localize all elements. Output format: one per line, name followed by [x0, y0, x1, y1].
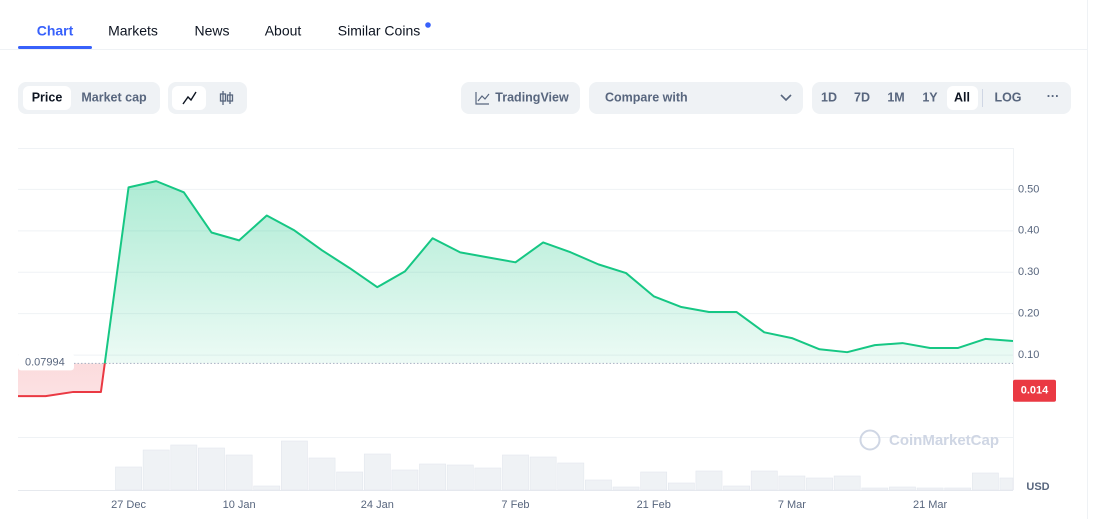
x-tick-label: 10 Jan: [223, 499, 256, 511]
y-tick-label: 0.30: [1018, 266, 1039, 278]
range-button[interactable]: All: [954, 90, 970, 104]
new-dot: [425, 22, 431, 28]
volume-bar: [336, 471, 364, 491]
tab[interactable]: Markets: [108, 23, 158, 39]
tab[interactable]: News: [194, 23, 229, 39]
tradingview-label: TradingView: [495, 90, 569, 104]
tab-underline: [18, 46, 92, 49]
watermark-text: CoinMarketCap: [889, 432, 999, 449]
volume-bar: [667, 482, 695, 491]
volume-bar: [446, 464, 474, 491]
reference-label-bg: [18, 353, 74, 371]
volume-bar: [419, 463, 446, 491]
volume-bar: [916, 487, 944, 491]
tv-icon: [477, 93, 490, 102]
volume-bar: [612, 486, 640, 491]
volume-bar: [474, 467, 502, 491]
volume-bar: [971, 472, 999, 491]
volume-bar: [750, 470, 778, 491]
volume-bar: [999, 477, 1014, 491]
x-tick-label: 21 Feb: [637, 499, 671, 511]
volume-bar: [529, 456, 557, 491]
x-tick-label: 27 Dec: [111, 499, 146, 511]
range-button[interactable]: 1M: [887, 90, 904, 104]
y-tick-label: 0.10: [1018, 349, 1039, 361]
volume-bar: [944, 487, 972, 491]
y-tick-label: 0.50: [1018, 183, 1039, 195]
x-tick-label: 21 Mar: [913, 499, 948, 511]
current-price-label: 0.014: [1021, 385, 1049, 397]
plot: 0.10 0.20 0.30 0.40 0.50 27 Dec 10 Jan 24 Jan 7 …: [18, 180, 1056, 511]
volume-bar: [640, 471, 668, 491]
volume-bar: [833, 475, 861, 491]
chevron: [780, 94, 792, 102]
volume-bar: [723, 485, 750, 491]
candle-icon[interactable]: [219, 91, 234, 105]
volume-bar: [391, 469, 419, 491]
x-tick-label: 24 Jan: [361, 499, 394, 511]
volume-bar: [170, 444, 198, 491]
tradingview-button[interactable]: [461, 82, 580, 114]
volume-bar: [502, 454, 529, 491]
y-unit: USD: [1026, 481, 1049, 493]
y-tick-label: 0.20: [1018, 308, 1039, 320]
metric-button[interactable]: Price: [32, 90, 63, 104]
volume-bar: [308, 457, 336, 491]
range-button[interactable]: 7D: [854, 90, 870, 104]
range-toggle: [812, 82, 1071, 114]
range-button[interactable]: 1Y: [922, 90, 938, 104]
log-button[interactable]: LOG: [994, 90, 1021, 104]
volume-bar: [806, 477, 833, 491]
volume-bar: [557, 462, 585, 491]
volume-bar: [695, 470, 723, 491]
volume-bar: [861, 487, 889, 491]
x-tick-label: 7 Feb: [501, 499, 529, 511]
volume-bar: [142, 449, 170, 491]
compare-dropdown[interactable]: [589, 82, 803, 114]
x-tick-label: 7 Mar: [778, 499, 806, 511]
metric-button[interactable]: Market cap: [81, 90, 147, 104]
area-above: [104, 181, 1013, 364]
volume-bar: [363, 453, 391, 491]
tab[interactable]: About: [265, 23, 302, 39]
metric-active: [23, 86, 71, 110]
reference-label: 0.07994: [25, 356, 65, 368]
more-button[interactable]: ···: [1047, 89, 1060, 103]
volume-bar: [225, 454, 253, 491]
compare-label: Compare with: [605, 90, 688, 104]
volume-bar: [198, 447, 225, 491]
y-tick-label: 0.40: [1018, 225, 1039, 237]
watermark: CoinMarketCap: [859, 429, 999, 451]
price-line: [103, 180, 1013, 364]
tab[interactable]: Similar Coins: [338, 23, 420, 39]
volume-bar: [585, 479, 612, 491]
tab[interactable]: Chart: [37, 23, 74, 39]
volume-bar: [778, 475, 806, 491]
volume-bar: [253, 485, 281, 491]
tv-icon: [475, 92, 489, 105]
volume-bar: [889, 486, 916, 491]
range-button[interactable]: 1D: [821, 90, 837, 104]
volume-bar: [115, 466, 142, 491]
line-icon: [182, 91, 197, 105]
volume-bar: [281, 440, 308, 491]
current-price-badge: [1013, 379, 1056, 402]
range-active: [947, 86, 978, 110]
